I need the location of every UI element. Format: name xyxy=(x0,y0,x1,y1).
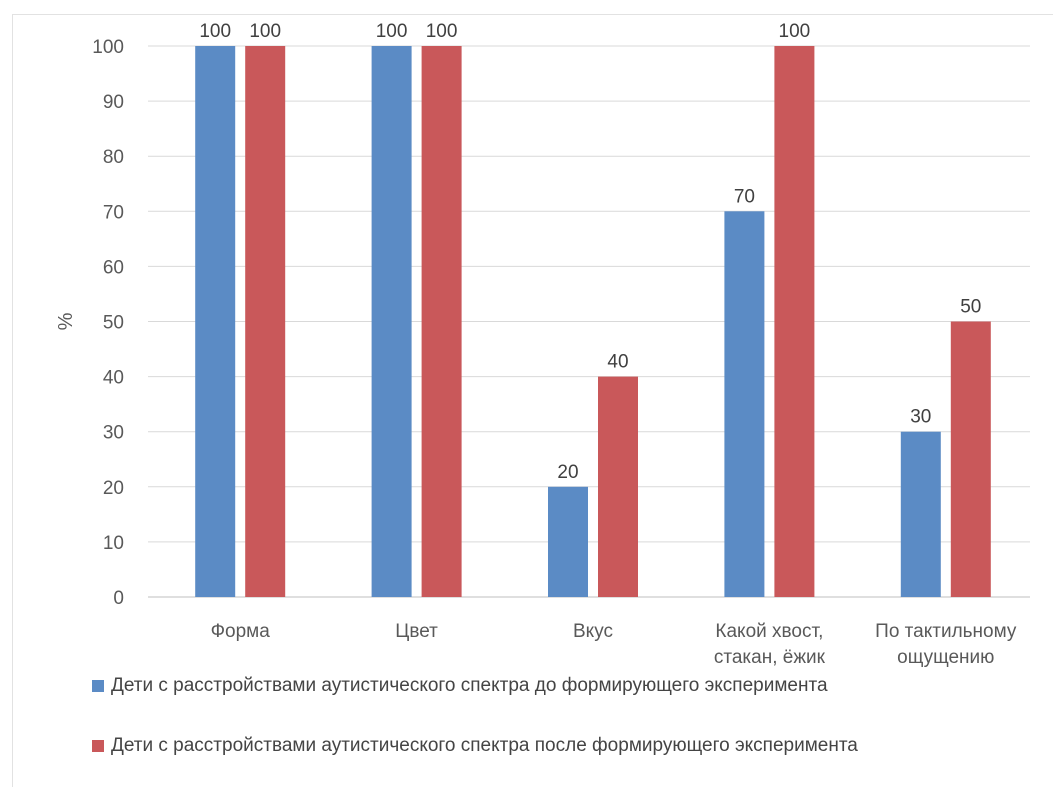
y-tick-label: 0 xyxy=(113,588,124,609)
bar-before xyxy=(548,486,588,597)
x-tick-label: Какой хвост, xyxy=(715,621,823,642)
data-label: 70 xyxy=(734,186,755,207)
y-tick-label: 10 xyxy=(103,533,124,554)
chart-frame-left-border xyxy=(12,14,13,787)
data-label: 100 xyxy=(249,21,281,42)
legend-item-after: Дети с расстройствами аутистического спе… xyxy=(92,735,858,757)
data-label: 100 xyxy=(376,21,408,42)
data-label: 50 xyxy=(960,297,981,318)
y-tick-label: 60 xyxy=(103,257,124,278)
x-tick-label: стакан, ёжик xyxy=(714,647,826,668)
legend-item-before: Дети с расстройствами аутистического спе… xyxy=(92,675,828,697)
data-label: 20 xyxy=(557,462,578,483)
bar-before xyxy=(900,431,941,597)
x-tick-label: ощущению xyxy=(897,647,994,668)
x-tick-label: По тактильному xyxy=(875,621,1017,642)
data-label: 30 xyxy=(910,407,931,428)
data-label: 100 xyxy=(199,21,231,42)
y-tick-label: 40 xyxy=(103,368,124,389)
data-label: 40 xyxy=(607,352,628,373)
bar-before xyxy=(195,46,236,597)
legend-label-before: Дети с расстройствами аутистического спе… xyxy=(111,675,828,696)
x-tick-label: Цвет xyxy=(395,621,438,642)
bar-after xyxy=(245,46,286,597)
bar-after xyxy=(950,321,991,597)
chart-frame-top-border xyxy=(12,14,1053,15)
y-tick-label: 80 xyxy=(103,147,124,168)
y-tick-label: 50 xyxy=(103,313,124,334)
bar-before xyxy=(371,46,412,597)
x-tick-label: Вкус xyxy=(573,621,613,642)
y-tick-label: 100 xyxy=(92,37,124,58)
y-axis-label: % xyxy=(55,312,77,330)
legend-label-after: Дети с расстройствами аутистического спе… xyxy=(111,735,858,756)
bar-after xyxy=(421,46,462,597)
y-tick-label: 20 xyxy=(103,478,124,499)
data-label: 100 xyxy=(426,21,458,42)
legend-swatch-before xyxy=(92,680,104,692)
x-tick-label: Форма xyxy=(211,621,271,642)
bar-after xyxy=(598,376,638,597)
y-tick-label: 90 xyxy=(103,92,124,113)
bar-before xyxy=(724,211,765,598)
bar-after xyxy=(774,46,815,597)
y-tick-label: 30 xyxy=(103,423,124,444)
data-label: 100 xyxy=(779,21,811,42)
y-tick-label: 70 xyxy=(103,202,124,223)
legend-swatch-after xyxy=(92,740,104,752)
